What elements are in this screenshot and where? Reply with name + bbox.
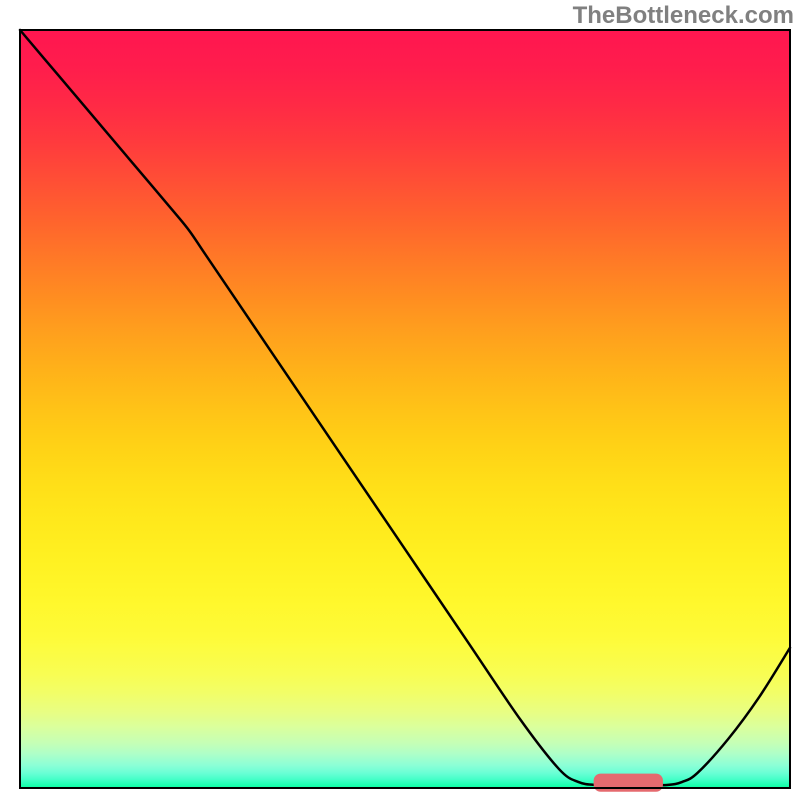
optimal-marker: [594, 774, 663, 792]
attribution-label: TheBottleneck.com: [573, 2, 794, 30]
chart-svg: [0, 0, 800, 800]
chart-container: TheBottleneck.com: [0, 0, 800, 800]
gradient-background: [20, 30, 790, 788]
